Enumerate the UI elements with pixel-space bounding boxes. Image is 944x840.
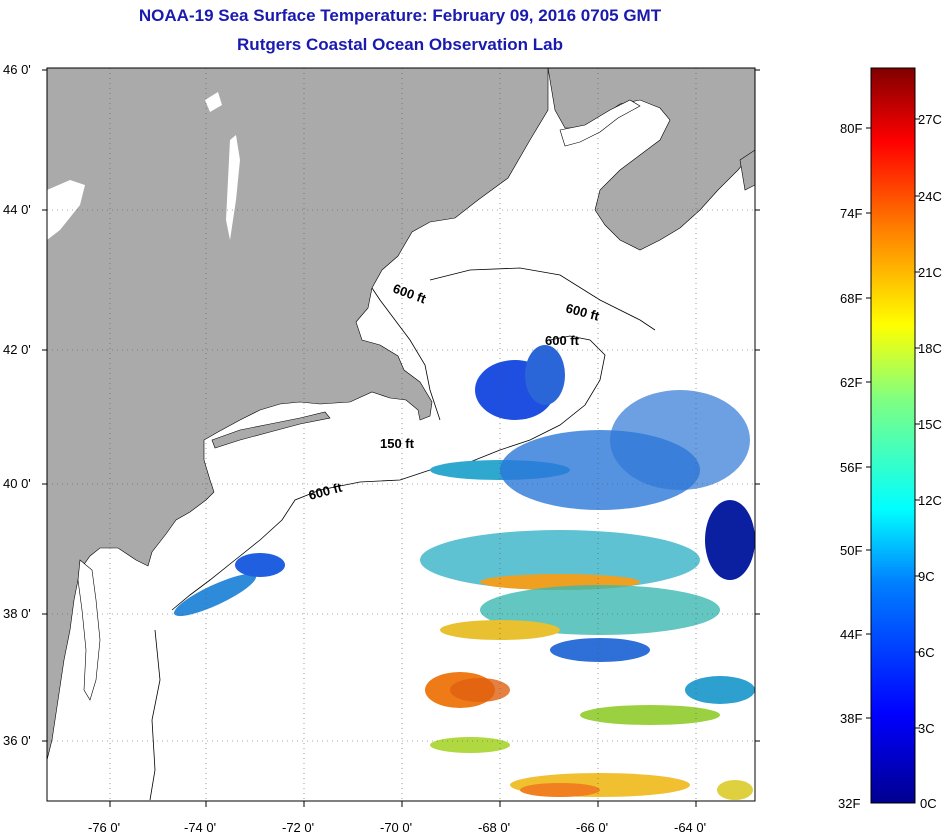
ticks <box>42 69 760 807</box>
cb-f-74: 74F <box>840 206 863 221</box>
lake-small-1 <box>205 92 222 112</box>
cb-c-15: 15C <box>918 417 942 432</box>
cb-f-68: 68F <box>840 291 863 306</box>
lon-label-66: -66 0' <box>576 820 608 835</box>
cb-c-0: 0C <box>920 796 937 811</box>
lon-label-72: -72 0' <box>282 820 314 835</box>
lat-label-38: 38 0' <box>3 606 31 621</box>
lat-label-36: 36 0' <box>3 733 31 748</box>
land-long-island <box>211 411 331 449</box>
lat-label-44: 44 0' <box>3 202 31 217</box>
land-northeast-us <box>46 67 549 761</box>
cb-c-21: 21C <box>918 265 942 280</box>
cb-c-6: 6C <box>918 645 935 660</box>
lake-champlain <box>226 135 240 240</box>
map-frame <box>46 67 756 802</box>
lon-label-76: -76 0' <box>88 820 120 835</box>
cb-c-18: 18C <box>918 341 942 356</box>
sst-data-layer <box>173 345 755 800</box>
lon-label-68: -68 0' <box>478 820 510 835</box>
colorbar-ticks <box>866 118 920 729</box>
cb-f-50: 50F <box>840 543 863 558</box>
lon-label-70: -70 0' <box>380 820 412 835</box>
contour-label-600ft-3: 600 ft <box>545 333 580 348</box>
cb-c-27: 27C <box>918 112 942 127</box>
lon-label-64: -64 0' <box>674 820 706 835</box>
lat-label-42: 42 0' <box>3 342 31 357</box>
lake-ontario <box>47 180 85 240</box>
cb-f-80: 80F <box>840 121 863 136</box>
cb-c-12: 12C <box>918 493 942 508</box>
cb-f-38: 38F <box>840 711 863 726</box>
cb-c-9: 9C <box>918 569 935 584</box>
lon-label-74: -74 0' <box>184 820 216 835</box>
lat-label-46: 46 0' <box>3 62 31 77</box>
bay-of-fundy <box>559 99 641 147</box>
cb-c-24: 24C <box>918 189 942 204</box>
cb-c-3: 3C <box>918 721 935 736</box>
map-title: NOAA-19 Sea Surface Temperature: Februar… <box>138 6 662 25</box>
cb-f-62: 62F <box>840 375 863 390</box>
contour-label-150ft: 150 ft <box>380 436 415 451</box>
graticule <box>47 68 755 801</box>
chesapeake-bay <box>77 559 101 701</box>
cb-f-32: 32F <box>838 796 861 811</box>
cb-f-44: 44F <box>840 627 863 642</box>
cb-f-56: 56F <box>840 460 863 475</box>
map-subtitle: Rutgers Coastal Ocean Observation Lab <box>237 35 563 54</box>
colorbar <box>870 67 916 804</box>
lat-label-40: 40 0' <box>3 476 31 491</box>
